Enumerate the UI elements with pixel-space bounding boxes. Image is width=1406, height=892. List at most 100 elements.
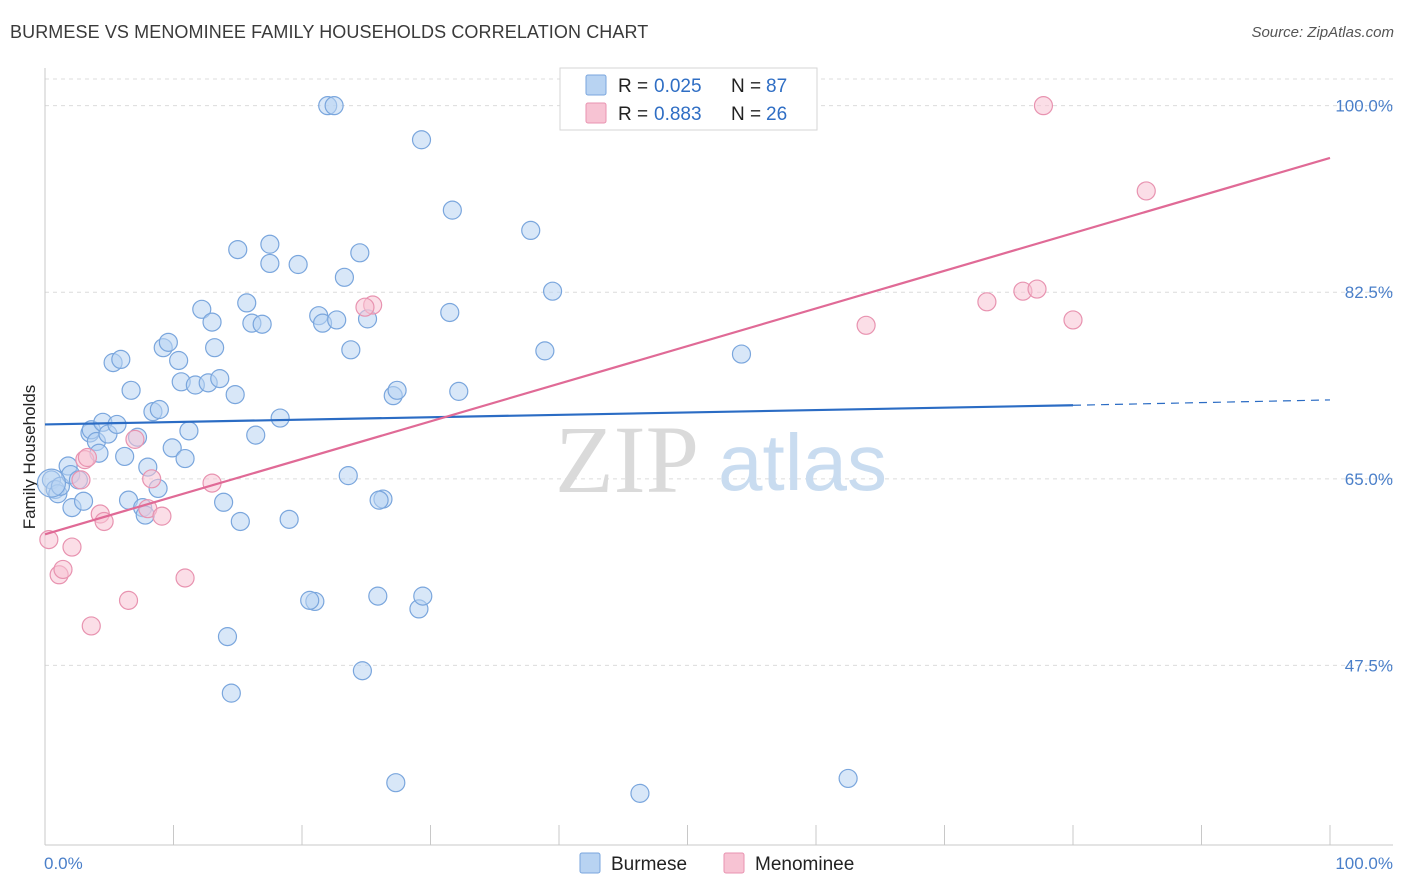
burmese-point — [121, 380, 141, 400]
burmese-point — [542, 281, 563, 301]
legend-burmese-r-value: 0.025 — [654, 76, 702, 97]
burmese-point — [169, 350, 189, 371]
burmese-point — [338, 466, 358, 486]
bottom-legend-menominee-swatch — [723, 852, 745, 874]
burmese-point — [341, 340, 361, 360]
menominee-point — [81, 616, 101, 636]
menominee-point — [856, 315, 876, 335]
menominee-point — [62, 537, 82, 557]
burmese-point — [149, 399, 169, 420]
burmese-point — [411, 130, 432, 150]
menominee-trendline — [44, 156, 1331, 536]
burmese-point — [334, 267, 355, 287]
chart-source: Source: ZipAtlas.com — [1251, 24, 1394, 41]
burmese-point — [205, 338, 225, 358]
menominee-point — [1027, 279, 1047, 299]
legend-burmese-r-label: R = — [618, 76, 648, 97]
burmese-point — [111, 349, 131, 370]
legend-menominee-n-label: N = — [731, 104, 761, 125]
menominee-point — [175, 568, 195, 588]
gridlines — [45, 78, 1393, 666]
trendlines — [44, 156, 1331, 536]
burmese-point — [288, 254, 308, 275]
burmese-point-cluster — [36, 468, 67, 498]
burmese-point — [162, 438, 182, 458]
burmese-point — [73, 491, 94, 511]
menominee-point — [977, 292, 997, 312]
burmese-point — [369, 490, 389, 510]
menominee-point — [71, 470, 91, 490]
burmese-point — [327, 310, 347, 330]
legend-menominee-n-value: 26 — [766, 104, 787, 125]
bottom-legend-burmese-label: Burmese — [611, 854, 687, 875]
menominee-point — [53, 559, 73, 580]
chart-title: BURMESE VS MENOMINEE FAMILY HOUSEHOLDS C… — [10, 22, 649, 42]
menominee-point — [77, 447, 98, 468]
burmese-point — [158, 332, 178, 352]
burmese-point — [221, 683, 241, 703]
burmese-trendline — [44, 404, 1074, 426]
burmese-point — [300, 590, 320, 610]
burmese-point — [350, 243, 370, 263]
watermark-zip: ZIP — [555, 406, 699, 513]
bottom-legend: Burmese Menominee — [579, 852, 854, 875]
legend-menominee-swatch — [585, 102, 607, 124]
menominee-point — [1033, 96, 1054, 116]
menominee-point — [1136, 181, 1156, 201]
burmese-point — [107, 414, 127, 435]
burmese-point — [246, 425, 266, 445]
burmese-point — [179, 421, 199, 441]
legend-menominee-r-label: R = — [618, 104, 648, 125]
menominee-point — [1063, 310, 1083, 330]
legend-burmese-swatch — [585, 74, 607, 96]
menominee-point — [125, 429, 145, 449]
menominee-point — [152, 506, 172, 526]
menominee-point — [94, 511, 114, 532]
burmese-point — [260, 253, 280, 274]
burmese-point — [535, 341, 555, 361]
burmese-point — [217, 627, 238, 647]
burmese-point — [228, 239, 248, 260]
y-tick-label: 47.5% — [1345, 656, 1393, 675]
burmese-point — [449, 381, 469, 401]
x-tick-label-min: 0.0% — [44, 854, 83, 873]
burmese-point — [237, 293, 257, 313]
burmese-point — [387, 380, 407, 400]
top-legend: R = 0.025 N = 87 R = 0.883 N = 26 — [559, 67, 818, 131]
menominee-point — [118, 590, 139, 610]
burmese-point — [225, 384, 245, 405]
legend-burmese-n-value: 87 — [766, 76, 787, 97]
menominee-point — [142, 469, 162, 489]
burmese-point — [210, 369, 230, 389]
burmese-point — [324, 96, 344, 116]
burmese-point — [230, 511, 250, 532]
burmese-point — [838, 768, 858, 789]
bottom-legend-menominee-label: Menominee — [755, 854, 854, 875]
burmese-points — [36, 96, 858, 803]
burmese-point — [175, 448, 195, 469]
menominee-point — [355, 297, 375, 317]
y-tick-label: 82.5% — [1345, 283, 1393, 302]
watermark-atlas: atlas — [718, 418, 887, 507]
y-tick-labels: 47.5% 65.0% 82.5% 100.0% — [1335, 97, 1393, 676]
legend-menominee-r-value: 0.883 — [654, 104, 702, 125]
burmese-point — [731, 344, 752, 364]
burmese-point — [521, 220, 541, 240]
burmese-point — [115, 446, 135, 467]
menominee-points — [39, 96, 1156, 636]
axes — [44, 68, 1393, 846]
legend-burmese-n-label: N = — [731, 76, 761, 97]
burmese-point — [442, 200, 462, 220]
burmese-point — [270, 408, 290, 428]
y-axis-label: Family Households — [20, 385, 39, 530]
burmese-point — [214, 492, 234, 512]
x-ticks — [173, 825, 1331, 845]
burmese-point — [630, 783, 650, 803]
burmese-point — [413, 586, 433, 606]
watermark: ZIP atlas — [555, 406, 887, 513]
burmese-point — [368, 586, 388, 606]
burmese-point — [252, 314, 272, 334]
burmese-point — [260, 234, 280, 254]
burmese-point — [202, 312, 222, 332]
